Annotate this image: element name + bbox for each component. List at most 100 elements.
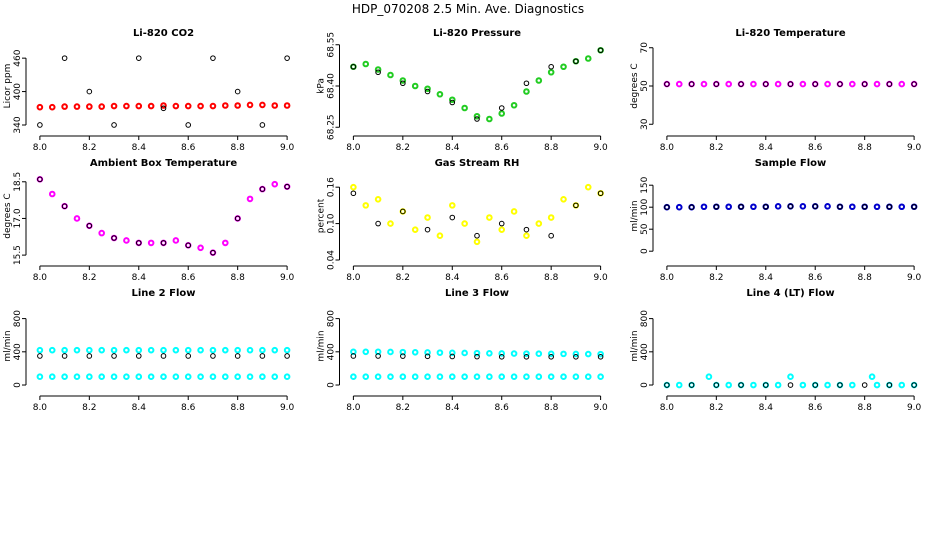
point <box>448 373 456 381</box>
point <box>48 346 56 354</box>
y-tick-label: 0 <box>640 248 650 254</box>
x-tick-label: 9.0 <box>280 143 295 153</box>
point <box>523 226 530 233</box>
point <box>222 102 229 109</box>
point <box>738 382 744 388</box>
point <box>246 101 254 109</box>
point <box>111 122 117 128</box>
x-tick-label: 8.4 <box>445 403 460 413</box>
point <box>873 80 881 88</box>
point <box>210 249 216 256</box>
point <box>36 373 44 381</box>
point <box>498 220 505 227</box>
point <box>510 208 518 215</box>
point <box>185 122 192 128</box>
point <box>738 81 744 87</box>
point <box>234 88 241 95</box>
panel-title: Li-820 Pressure <box>433 28 521 39</box>
point <box>411 349 419 356</box>
point <box>473 238 481 246</box>
point <box>197 346 204 354</box>
point <box>849 381 856 389</box>
point <box>584 55 592 62</box>
x-tick-label: 8.4 <box>132 273 147 283</box>
point <box>486 350 493 357</box>
point <box>98 103 105 110</box>
point <box>560 196 567 203</box>
main-title: HDP_070208 2.5 Min. Ave. Diagnostics <box>352 2 584 16</box>
point <box>259 373 266 381</box>
point <box>572 350 580 358</box>
point <box>523 232 530 240</box>
x-tick-label: 8.4 <box>445 143 460 153</box>
point <box>399 348 407 356</box>
point <box>535 373 543 381</box>
point <box>868 373 876 381</box>
point <box>184 373 192 381</box>
point <box>535 220 543 227</box>
point <box>473 373 481 381</box>
y-axis-label: ml/min <box>3 330 13 361</box>
point <box>597 350 604 358</box>
point <box>284 353 290 359</box>
x-tick-label: 8.8 <box>858 403 873 413</box>
point <box>259 346 266 354</box>
point <box>675 203 683 211</box>
point <box>498 350 506 357</box>
point <box>411 82 419 90</box>
point <box>184 346 192 354</box>
point <box>664 81 670 87</box>
x-tick-label: 8.0 <box>660 403 675 413</box>
x-tick-label: 8.2 <box>82 273 96 283</box>
point <box>246 373 254 381</box>
point <box>424 214 431 221</box>
point <box>135 55 142 61</box>
y-tick-label: 50 <box>640 223 650 235</box>
point <box>688 382 695 388</box>
point <box>73 215 81 222</box>
point <box>911 382 917 388</box>
point <box>374 196 382 203</box>
point <box>271 373 279 381</box>
point <box>700 80 708 88</box>
y-tick-label: 400 <box>13 83 23 100</box>
point <box>861 382 868 388</box>
point <box>498 373 506 381</box>
x-tick-label: 8.4 <box>759 273 774 283</box>
point <box>135 240 142 246</box>
y-tick-label: 50 <box>640 80 650 92</box>
point <box>523 88 530 95</box>
point <box>812 81 819 87</box>
point <box>812 382 819 388</box>
point <box>172 237 180 244</box>
point <box>584 373 592 381</box>
panel-title: Li-820 Temperature <box>735 28 845 39</box>
point <box>48 373 56 381</box>
point <box>246 346 254 354</box>
point <box>375 69 381 76</box>
point <box>597 47 604 54</box>
point <box>837 203 843 210</box>
point <box>110 346 118 354</box>
point <box>664 204 670 210</box>
x-tick-label: 9.0 <box>593 143 608 153</box>
y-tick-label: 150 <box>640 176 650 193</box>
y-tick-label: 68.55 <box>327 32 337 58</box>
point <box>259 186 266 192</box>
point <box>486 115 493 123</box>
point <box>837 382 843 388</box>
point <box>209 346 217 354</box>
x-tick-label: 8.0 <box>33 403 48 413</box>
point <box>135 353 142 359</box>
point <box>411 226 419 233</box>
panel-title: Line 4 (LT) Flow <box>746 288 834 299</box>
point <box>197 102 204 110</box>
point <box>234 215 241 222</box>
point <box>283 102 291 109</box>
point <box>86 222 93 229</box>
point <box>725 203 732 211</box>
point <box>449 99 456 106</box>
point <box>399 77 407 84</box>
point <box>362 348 370 356</box>
point <box>283 346 291 354</box>
